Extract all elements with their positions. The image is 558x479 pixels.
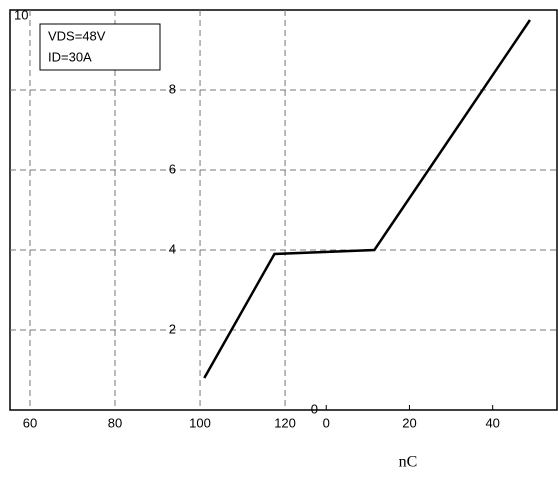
x2-tick-label: 40 xyxy=(485,415,499,430)
x-tick-label: 100 xyxy=(189,415,211,430)
x-axis-label: nC xyxy=(399,454,418,471)
x2-tick-label: 20 xyxy=(402,415,416,430)
x-tick-label: 60 xyxy=(23,415,37,430)
x2-tick-label: 0 xyxy=(323,415,330,430)
annotation: ID=30A xyxy=(48,49,92,64)
annotation-box xyxy=(39,23,161,71)
annotation: VDS=48V xyxy=(48,28,106,43)
y-tick-label: 2 xyxy=(169,321,176,336)
y-tick-label: 4 xyxy=(169,241,176,256)
x-tick-label: 80 xyxy=(108,415,122,430)
y-tick-label: 10 xyxy=(14,7,28,22)
y-tick-label: 8 xyxy=(169,81,176,96)
y-tick-label: 0 xyxy=(311,401,318,416)
y-tick-label: 6 xyxy=(169,161,176,176)
data-line xyxy=(203,19,531,379)
plot-frame xyxy=(9,9,558,411)
x-tick-label: 120 xyxy=(274,415,296,430)
